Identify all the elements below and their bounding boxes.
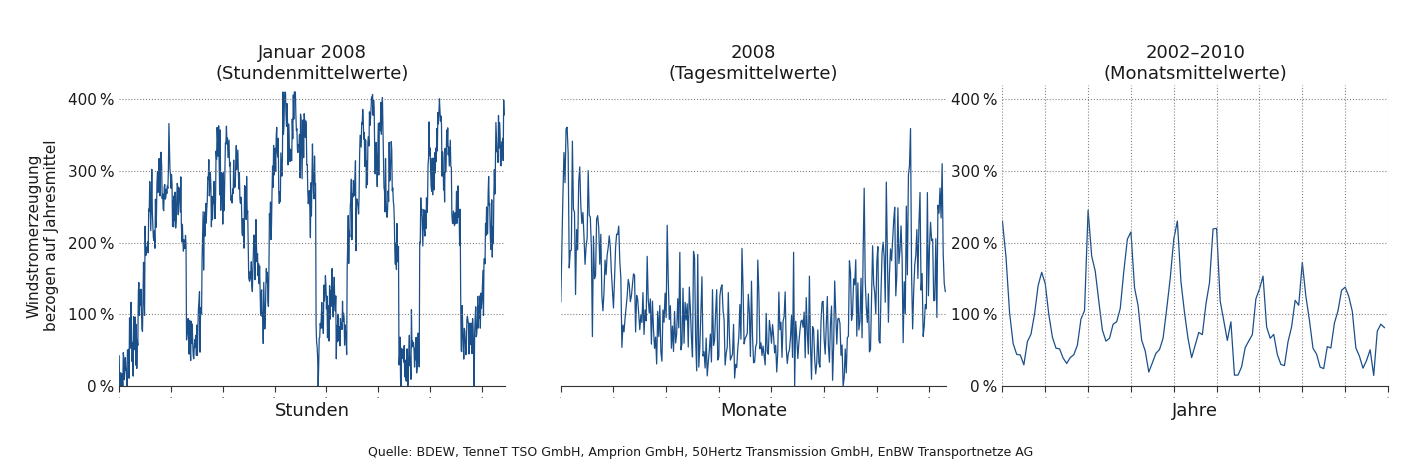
Title: 2002–2010
(Monatsmittelwerte): 2002–2010 (Monatsmittelwerte) (1103, 44, 1287, 83)
X-axis label: Jahre: Jahre (1172, 402, 1218, 420)
Title: Januar 2008
(Stundenmittelwerte): Januar 2008 (Stundenmittelwerte) (216, 44, 408, 83)
X-axis label: Monate: Monate (721, 402, 787, 420)
Y-axis label: Windstromerzeugung
bezogen auf Jahresmittel: Windstromerzeugung bezogen auf Jahresmit… (27, 140, 59, 331)
Text: Quelle: BDEW, TenneT TSO GmbH, Amprion GmbH, 50Hertz Transmission GmbH, EnBW Tra: Quelle: BDEW, TenneT TSO GmbH, Amprion G… (369, 446, 1033, 459)
Title: 2008
(Tagesmittelwerte): 2008 (Tagesmittelwerte) (669, 44, 838, 83)
X-axis label: Stunden: Stunden (275, 402, 349, 420)
